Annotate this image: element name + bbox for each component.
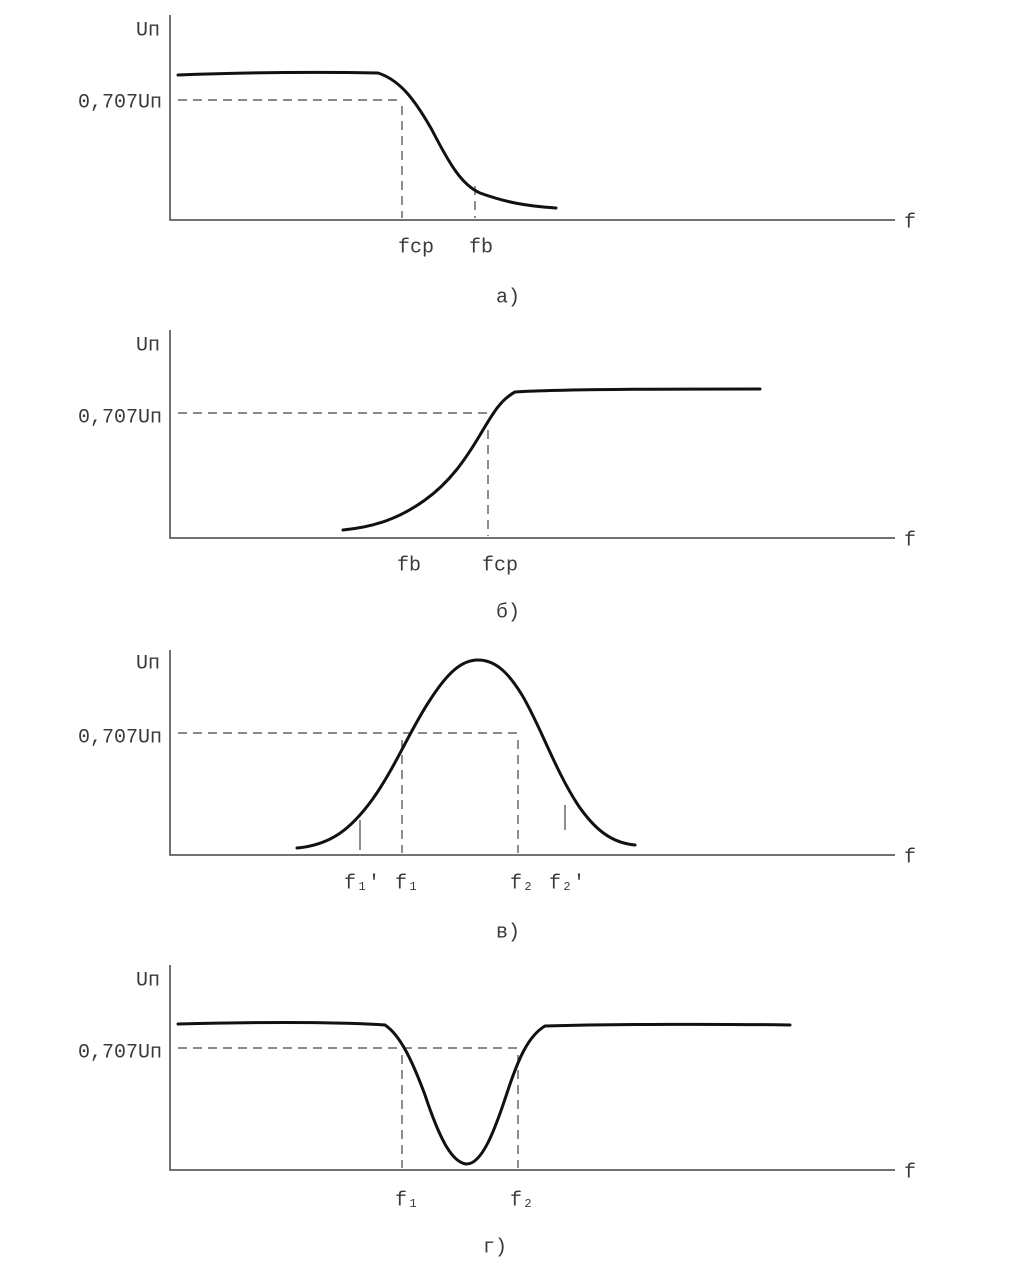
- x-label: f: [904, 846, 916, 869]
- panel-d: Uп 0,707Uп f f₁ f₂ г): [78, 965, 916, 1259]
- freq-label: f₁: [395, 1189, 419, 1212]
- axes: [169, 330, 895, 539]
- response-curve: [176, 1021, 792, 1166]
- caption: г): [483, 1236, 507, 1259]
- y-label: Uп: [136, 19, 160, 42]
- axes: [169, 965, 895, 1171]
- guide-lines: [178, 1047, 519, 1168]
- caption: в): [496, 921, 520, 944]
- x-label: f: [904, 211, 916, 234]
- panel-b: Uп 0,707Uп f fb fср б): [78, 330, 916, 624]
- guide-lines: [178, 732, 519, 853]
- freq-label: f₂: [510, 872, 534, 895]
- bandwidth-ticks: [359, 805, 566, 850]
- guide-lines: [178, 412, 489, 536]
- freq-label: fср: [482, 554, 518, 577]
- level-label: 0,707Uп: [78, 406, 162, 429]
- level-label: 0,707Uп: [78, 91, 162, 114]
- y-label: Uп: [136, 652, 160, 675]
- response-curve: [341, 387, 762, 532]
- level-label: 0,707Uп: [78, 1041, 162, 1064]
- panel-c: Uп 0,707Uп f f₁' f₁ f₂ f₂' в): [78, 650, 916, 944]
- freq-label: f₁': [344, 872, 380, 895]
- panel-a: Uп 0,707Uп f fср fb а): [78, 15, 916, 309]
- guide-lines: [178, 99, 476, 218]
- freq-label: fb: [469, 236, 493, 259]
- caption: а): [496, 286, 520, 309]
- x-label: f: [904, 529, 916, 552]
- x-label: f: [904, 1161, 916, 1184]
- caption: б): [496, 601, 520, 624]
- freq-label: fb: [397, 554, 421, 577]
- freq-label: f₂': [549, 872, 585, 895]
- level-label: 0,707Uп: [78, 726, 162, 749]
- response-curve: [295, 658, 637, 850]
- y-label: Uп: [136, 969, 160, 992]
- axes: [169, 650, 895, 856]
- response-curve: [176, 70, 558, 210]
- y-label: Uп: [136, 334, 160, 357]
- freq-label: fср: [398, 236, 434, 259]
- freq-label: f₁: [395, 872, 419, 895]
- freq-label: f₂: [510, 1189, 534, 1212]
- axes: [169, 15, 895, 221]
